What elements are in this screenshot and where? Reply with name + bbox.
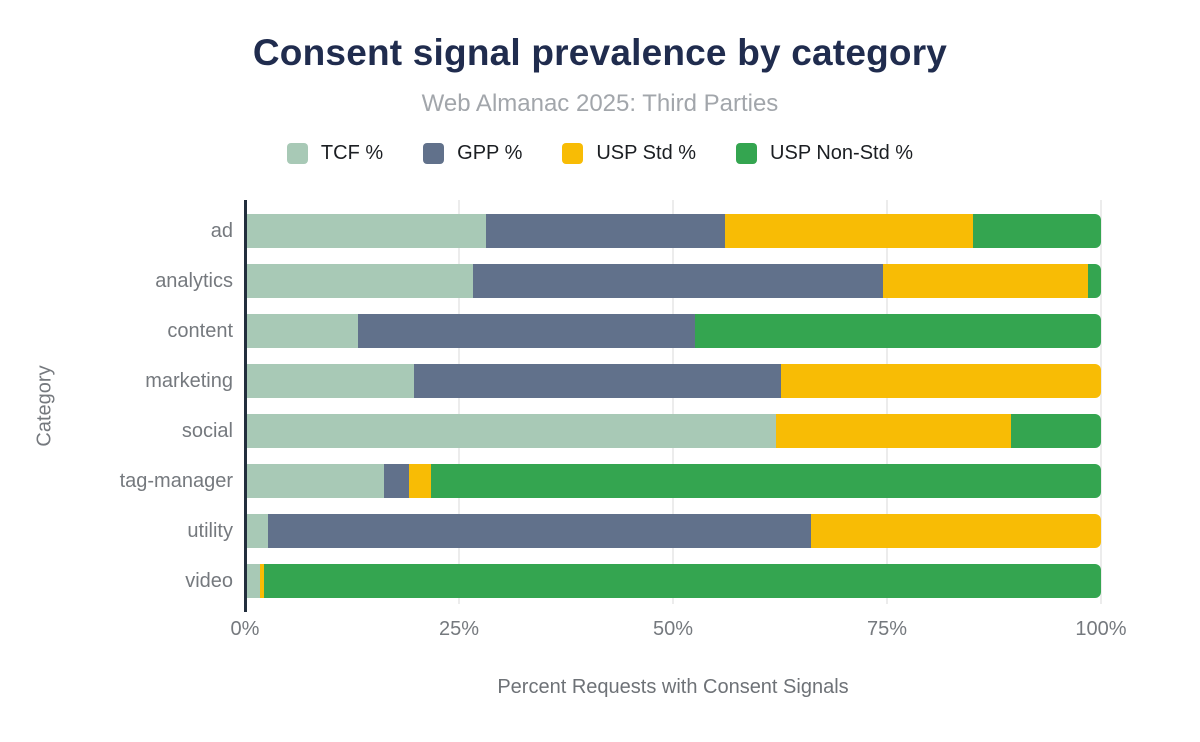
bar-segment-marketing-tcf[interactable] xyxy=(247,364,414,398)
category-label-content: content xyxy=(167,320,233,342)
bar-analytics xyxy=(247,264,1101,298)
bar-segment-utility-usp-std[interactable] xyxy=(810,514,1101,548)
bar-segment-marketing-gpp[interactable] xyxy=(413,364,781,398)
bar-marketing xyxy=(247,364,1101,398)
bar-segment-social-usp-std[interactable] xyxy=(776,414,1012,448)
bar-segment-video-usp-std[interactable] xyxy=(259,564,265,598)
bar-segment-content-gpp[interactable] xyxy=(358,314,696,348)
bar-segment-analytics-usp-std[interactable] xyxy=(883,264,1089,298)
bar-segment-video-usp-non-std[interactable] xyxy=(264,564,1101,598)
x-tick-label-50pct: 50% xyxy=(652,618,694,640)
legend-item-tcf[interactable]: TCF % xyxy=(286,142,384,165)
bar-segment-analytics-gpp[interactable] xyxy=(473,264,884,298)
legend-label-usp-non-std: USP Non-Std % xyxy=(770,142,914,164)
x-tick-label-0pct: 0% xyxy=(230,618,260,640)
gridline-100pct xyxy=(1100,200,1102,604)
legend-swatch-tcf xyxy=(286,143,308,164)
legend: TCF % GPP % USP Std % USP Non-Std % xyxy=(0,142,1200,165)
bar-segment-content-usp-non-std[interactable] xyxy=(695,314,1101,348)
bar-segment-utility-gpp[interactable] xyxy=(268,514,811,548)
bar-ad xyxy=(247,214,1101,248)
chart-subtitle: Web Almanac 2025: Third Parties xyxy=(421,90,779,117)
bar-segment-video-tcf[interactable] xyxy=(247,564,260,598)
bar-segment-analytics-tcf[interactable] xyxy=(247,264,474,298)
category-label-ad: ad xyxy=(210,220,233,242)
legend-swatch-usp-non-std xyxy=(736,143,758,164)
category-label-marketing: marketing xyxy=(145,370,233,392)
x-tick-label-100pct: 100% xyxy=(1075,618,1127,640)
legend-swatch-usp-std xyxy=(562,143,584,164)
category-label-video: video xyxy=(185,570,233,592)
gridline-25pct xyxy=(458,200,460,604)
legend-label-usp-std: USP Std % xyxy=(596,142,697,164)
bar-segment-content-tcf[interactable] xyxy=(247,314,359,348)
category-label-analytics: analytics xyxy=(155,270,233,292)
bar-video xyxy=(247,564,1101,598)
bar-segment-social-tcf[interactable] xyxy=(247,414,777,448)
x-tick-label-75pct: 75% xyxy=(866,618,908,640)
bar-content xyxy=(247,314,1101,348)
bar-segment-ad-usp-std[interactable] xyxy=(725,214,973,248)
legend-item-usp-non-std[interactable]: USP Non-Std % xyxy=(736,142,913,165)
legend-swatch-gpp xyxy=(423,143,445,164)
x-tick-label-25pct: 25% xyxy=(438,618,480,640)
bar-segment-analytics-usp-non-std[interactable] xyxy=(1088,264,1101,298)
bar-segment-ad-usp-non-std[interactable] xyxy=(972,214,1101,248)
bar-segment-ad-gpp[interactable] xyxy=(486,214,726,248)
bar-segment-utility-tcf[interactable] xyxy=(247,514,269,548)
bar-utility xyxy=(247,514,1101,548)
bar-segment-tag-manager-usp-non-std[interactable] xyxy=(430,464,1101,498)
legend-label-gpp: GPP % xyxy=(457,142,523,164)
bar-segment-tag-manager-usp-std[interactable] xyxy=(409,464,431,498)
gridline-75pct xyxy=(886,200,888,604)
y-axis-line xyxy=(244,200,247,612)
y-axis-title: Category xyxy=(33,365,56,447)
chart-title: Consent signal prevalence by category xyxy=(252,32,948,73)
gridline-50pct xyxy=(672,200,674,604)
legend-label-tcf: TCF % xyxy=(320,142,384,164)
bar-segment-marketing-usp-std[interactable] xyxy=(780,364,1101,398)
category-label-tag-manager: tag-manager xyxy=(119,470,233,492)
bar-segment-tag-manager-tcf[interactable] xyxy=(247,464,384,498)
legend-item-gpp[interactable]: GPP % xyxy=(423,142,522,165)
category-label-social: social xyxy=(181,420,233,442)
legend-item-usp-std[interactable]: USP Std % xyxy=(562,142,696,165)
x-axis-title: Percent Requests with Consent Signals xyxy=(497,676,849,698)
bar-segment-social-usp-non-std[interactable] xyxy=(1011,414,1101,448)
bar-social xyxy=(247,414,1101,448)
bar-segment-tag-manager-gpp[interactable] xyxy=(383,464,410,498)
category-label-utility: utility xyxy=(187,520,233,542)
bar-tag-manager xyxy=(247,464,1101,498)
bar-segment-ad-tcf[interactable] xyxy=(247,214,487,248)
